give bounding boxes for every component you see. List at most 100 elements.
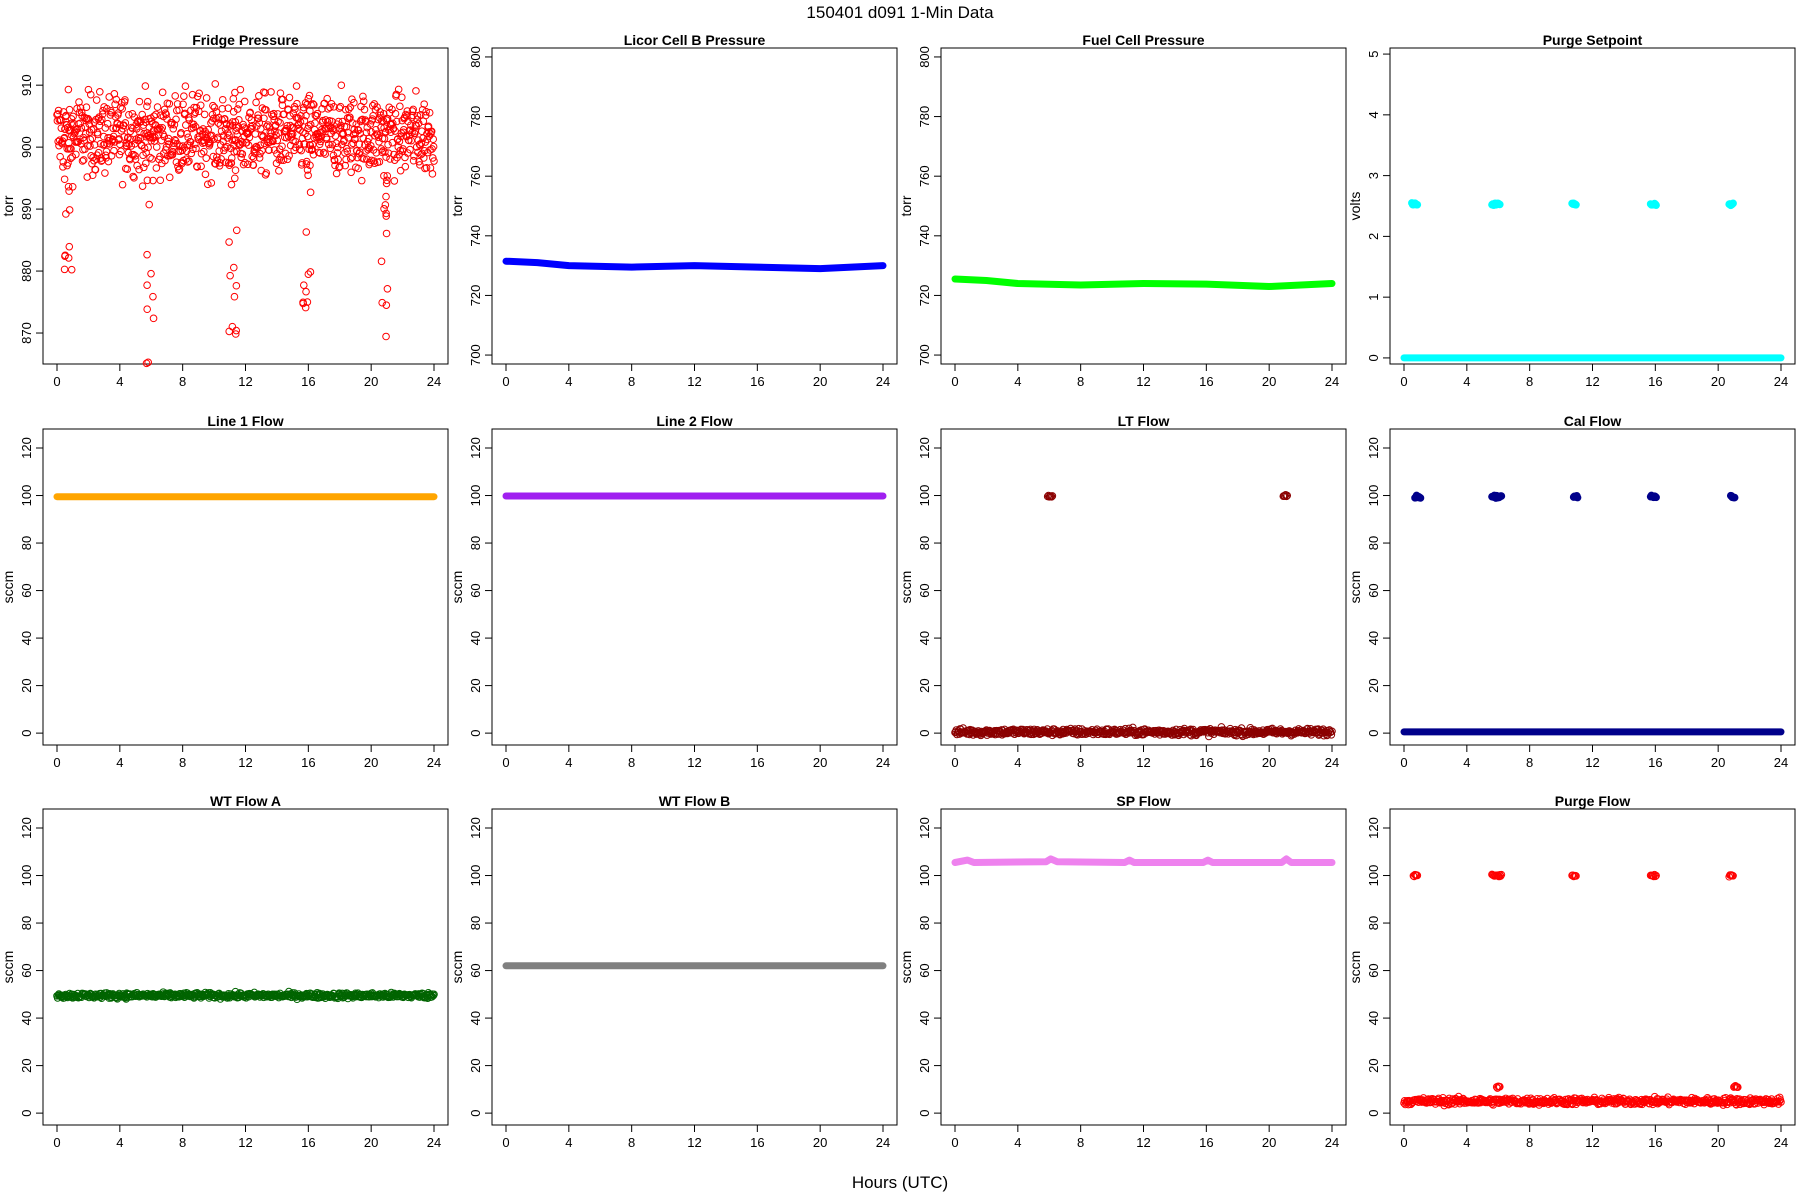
y-tick-label: 780 [917,106,932,128]
y-tick-label: 720 [917,285,932,307]
data-point [86,90,95,99]
x-tick-label: 0 [502,1135,509,1150]
data-point [347,168,355,177]
y-tick-label: 870 [19,322,34,344]
data-point [285,151,293,160]
data-point [412,87,420,95]
data-point [227,180,236,189]
data-point [146,153,154,162]
data-point [158,88,167,97]
data-point [144,358,152,367]
data-point [302,228,311,236]
data-point [142,359,151,368]
data-point [306,107,314,115]
data-point [225,238,233,246]
data-point [397,93,406,102]
x-tick-label: 24 [427,755,441,770]
plot-frame [42,428,449,746]
x-tick-label: 20 [1262,1135,1276,1150]
y-tick-label: 720 [468,285,483,307]
data-point [1497,492,1506,500]
data-point [154,125,163,134]
y-tick-label: 40 [468,1011,483,1025]
data-point [84,114,92,123]
data-point [192,103,201,112]
x-tick-label: 12 [1136,1135,1150,1150]
y-tick-label: 890 [19,198,34,220]
data-point [1322,726,1331,735]
series-line [502,257,887,273]
data-point [230,174,239,183]
x-axis-title: Hours (UTC) [852,1173,948,1192]
y-tick-label: 0 [1366,730,1381,737]
data-point [244,160,252,169]
y-tick-label: 20 [917,678,932,692]
data-point [140,144,149,153]
plot-frame [491,47,898,365]
y-axis-label: sccm [0,951,16,984]
data-point [149,292,157,301]
data-point [338,117,347,126]
x-tick-label: 4 [565,374,572,389]
data-point [295,145,304,154]
data-point [202,94,211,102]
data-point [406,145,414,154]
y-axis-label: sccm [449,571,465,604]
data-point [245,113,253,122]
data-point [54,106,63,115]
x-tick-label: 16 [1648,374,1662,389]
data-point [224,104,233,112]
data-point [372,149,381,157]
x-tick-label: 8 [1077,1135,1084,1150]
y-tick-label: 120 [1366,817,1381,839]
data-point [60,265,69,274]
x-tick-label: 4 [1463,755,1470,770]
data-point [192,144,200,153]
data-point [141,82,150,90]
data-point [225,327,234,336]
data-point [251,143,260,151]
data-point [306,120,315,129]
data-point [209,152,218,161]
data-point [168,151,177,159]
data-point [170,120,179,129]
y-tick-label: 120 [1366,437,1381,459]
series-line [951,275,1336,290]
data-point [428,170,437,178]
data-point [150,133,159,141]
x-tick-label: 16 [1648,1135,1662,1150]
data-point [80,113,89,122]
data-point [1327,731,1336,739]
data-point [59,158,68,166]
data-point [1325,727,1333,735]
data-point [143,250,151,259]
data-point [179,100,187,109]
data-point [67,145,75,153]
data-point [1048,492,1057,500]
data-point [101,169,109,177]
panel-title: Line 2 Flow [656,413,732,429]
data-point [244,141,253,149]
data-point [230,140,238,149]
panel-3: Fuel Cell Pressure 0 4 8 12 16 20 24 700 720 740 76… [898,32,1347,389]
data-point [233,105,242,113]
data-point [143,97,152,106]
y-tick-label: 80 [1366,916,1381,930]
data-point [183,129,191,138]
data-point [418,149,427,158]
data-point [340,136,348,144]
y-tick-label: 740 [468,225,483,247]
y-axis-label: torr [898,195,914,216]
data-point [109,124,117,133]
panel-title: WT Flow B [659,793,731,809]
data-point [1572,200,1580,209]
data-point [305,141,314,149]
x-tick-label: 8 [179,1135,186,1150]
data-point [365,134,373,143]
data-point [382,192,390,201]
data-point [316,149,324,157]
data-point [309,100,317,108]
x-tick-label: 24 [1774,755,1788,770]
y-tick-label: 0 [917,730,932,737]
data-point [64,85,73,94]
